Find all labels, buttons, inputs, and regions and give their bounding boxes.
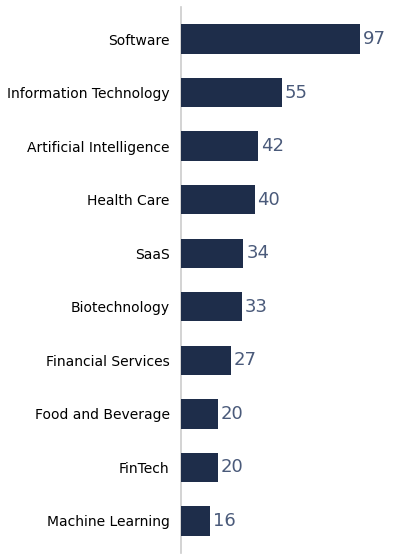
Bar xyxy=(181,292,242,321)
Text: 55: 55 xyxy=(285,83,308,101)
Bar xyxy=(181,452,218,482)
Bar xyxy=(181,185,254,214)
Bar xyxy=(181,239,244,268)
Text: 27: 27 xyxy=(233,351,256,369)
Bar xyxy=(181,399,218,428)
Bar xyxy=(181,506,210,536)
Text: 20: 20 xyxy=(220,405,243,423)
Text: 20: 20 xyxy=(220,459,243,477)
Text: 16: 16 xyxy=(213,512,236,530)
Text: 33: 33 xyxy=(244,298,267,316)
Text: 42: 42 xyxy=(261,137,284,155)
Bar xyxy=(181,78,282,108)
Bar xyxy=(181,132,258,161)
Text: 34: 34 xyxy=(246,244,269,262)
Bar xyxy=(181,24,360,54)
Bar xyxy=(181,346,230,375)
Text: 40: 40 xyxy=(257,191,280,209)
Text: 97: 97 xyxy=(362,30,386,48)
